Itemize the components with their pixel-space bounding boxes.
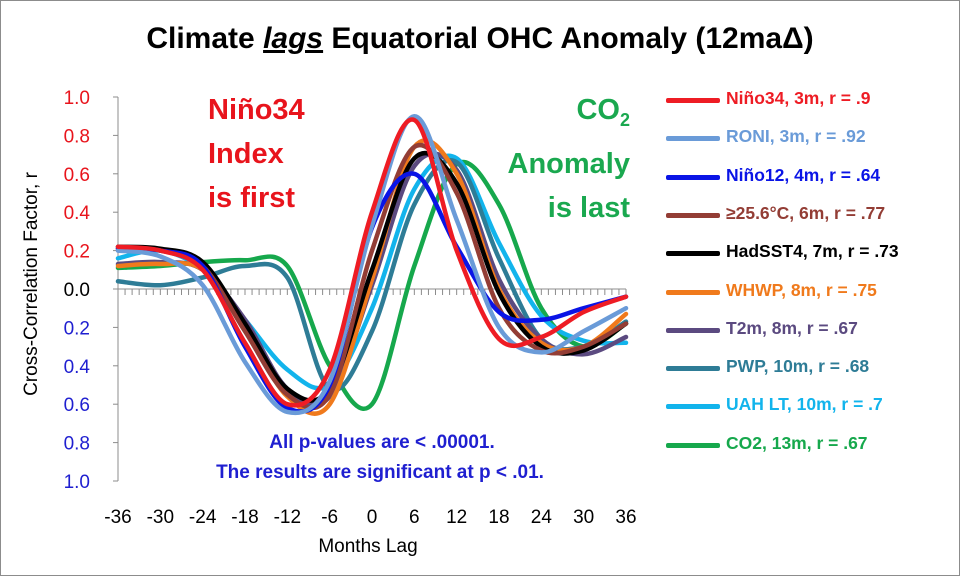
y-tick-label: 0.8 [64, 126, 90, 147]
y-tick-label: 0.6 [64, 165, 90, 186]
note-p-values: All p-values are < .00001. [269, 432, 495, 453]
x-tick-label: -12 [274, 507, 301, 528]
legend-label: CO2, 13m, r = .67 [726, 432, 868, 453]
x-tick-label: 18 [488, 507, 509, 528]
legend-item: UAH LT, 10m, r = .7 [666, 392, 956, 422]
title-prefix: Climate [146, 22, 264, 55]
y-axis-label: Cross-Correlation Factor, r [21, 172, 42, 396]
legend-label: HadSST4, 7m, r = .73 [726, 241, 899, 262]
annotation-co2: CO2 Anomaly is last [488, 88, 630, 230]
annotation-co2-line1: CO2 [488, 88, 630, 142]
legend-item: CO2, 13m, r = .67 [666, 431, 956, 461]
x-axis-label: Months Lag [318, 536, 418, 557]
note-significance: The results are significant at p < .01. [216, 462, 544, 483]
series-line [115, 159, 629, 411]
series-line [115, 113, 629, 416]
legend-swatch [666, 289, 720, 295]
x-tick-label: -36 [104, 507, 131, 528]
legend-label: T2m, 8m, r = .67 [726, 317, 858, 338]
legend-swatch [666, 174, 720, 180]
x-tick-label: 0 [367, 507, 378, 528]
annotation-nino-line2: Index [208, 138, 284, 170]
legend-swatch [666, 327, 720, 333]
x-tick-label: -30 [147, 507, 174, 528]
y-tick-label: 0.2 [64, 242, 90, 263]
legend-label: RONI, 3m, r = .92 [726, 126, 866, 147]
x-tick-label: 12 [446, 507, 467, 528]
annotation-co2-line3: is last [547, 191, 630, 224]
legend-item: Niño12, 4m, r = .64 [666, 163, 956, 193]
series-line [115, 117, 629, 408]
legend-swatch [666, 136, 720, 142]
annotation-co2-subscript: 2 [619, 109, 630, 130]
tick-labels: 1.00.80.60.40.20.00.20.40.60.81.0-36 -30-… [64, 88, 637, 528]
legend-label: Niño34, 3m, r = .9 [726, 88, 871, 108]
x-tick-label: -6 [321, 507, 338, 528]
annotation-nino34: Niño34 Index is first [208, 88, 305, 220]
title-lag-word: lags [263, 22, 324, 55]
y-tick-label: 0.0 [64, 280, 90, 301]
y-tick-label: 0.4 [64, 357, 91, 378]
y-tick-label: 1.0 [64, 88, 90, 109]
legend-item: RONI, 3m, r = .92 [666, 124, 956, 154]
legend-swatch [666, 442, 720, 448]
legend-item: ≥25.6°C, 6m, r = .77 [666, 201, 956, 231]
x-tick-label: 24 [531, 507, 553, 528]
legend-swatch [666, 98, 720, 103]
legend-swatch [666, 212, 720, 218]
legend-item: T2m, 8m, r = .67 [666, 316, 956, 346]
title-suffix: Equatorial OHC Anomaly (12maΔ) [323, 22, 814, 55]
y-tick-label: 0.2 [64, 318, 90, 339]
legend-label: Niño12, 4m, r = .64 [726, 164, 881, 185]
legend-item: HadSST4, 7m, r = .73 [666, 239, 956, 269]
legend-swatch [666, 404, 720, 410]
y-tick-label: 1.0 [64, 472, 90, 493]
x-tick-label: 36 [615, 507, 636, 528]
annotation-nino-line3: is first [208, 182, 296, 214]
annotation-co2-text: CO [576, 94, 620, 126]
legend-item: WHWP, 8m, r = .75 [666, 278, 956, 308]
y-tick-label: 0.4 [64, 203, 91, 224]
legend-swatch [666, 251, 720, 257]
legend-label: PWP, 10m, r = .68 [726, 356, 870, 377]
series-lines [115, 113, 629, 416]
x-tick-label: -24 [189, 507, 217, 528]
legend-label: UAH LT, 10m, r = .7 [726, 394, 883, 415]
annotation-nino-line1: Niño34 [208, 94, 305, 126]
y-tick-label: 0.6 [64, 395, 90, 416]
x-tick-label: 6 [409, 507, 420, 528]
annotation-co2-line2: Anomaly [507, 147, 630, 180]
legend-label: WHWP, 8m, r = .75 [726, 279, 877, 300]
y-tick-label: 0.8 [64, 434, 90, 455]
legend-label: ≥25.6°C, 6m, r = .77 [726, 202, 886, 223]
chart-title: Climate lags Equatorial OHC Anomaly (12m… [0, 22, 960, 56]
legend-swatch [666, 366, 720, 372]
x-tick-label: -18 [231, 507, 258, 528]
x-tick-label: 30 [573, 507, 594, 528]
legend-item: Niño34, 3m, r = .9 [666, 86, 956, 116]
legend-item: PWP, 10m, r = .68 [666, 354, 956, 384]
